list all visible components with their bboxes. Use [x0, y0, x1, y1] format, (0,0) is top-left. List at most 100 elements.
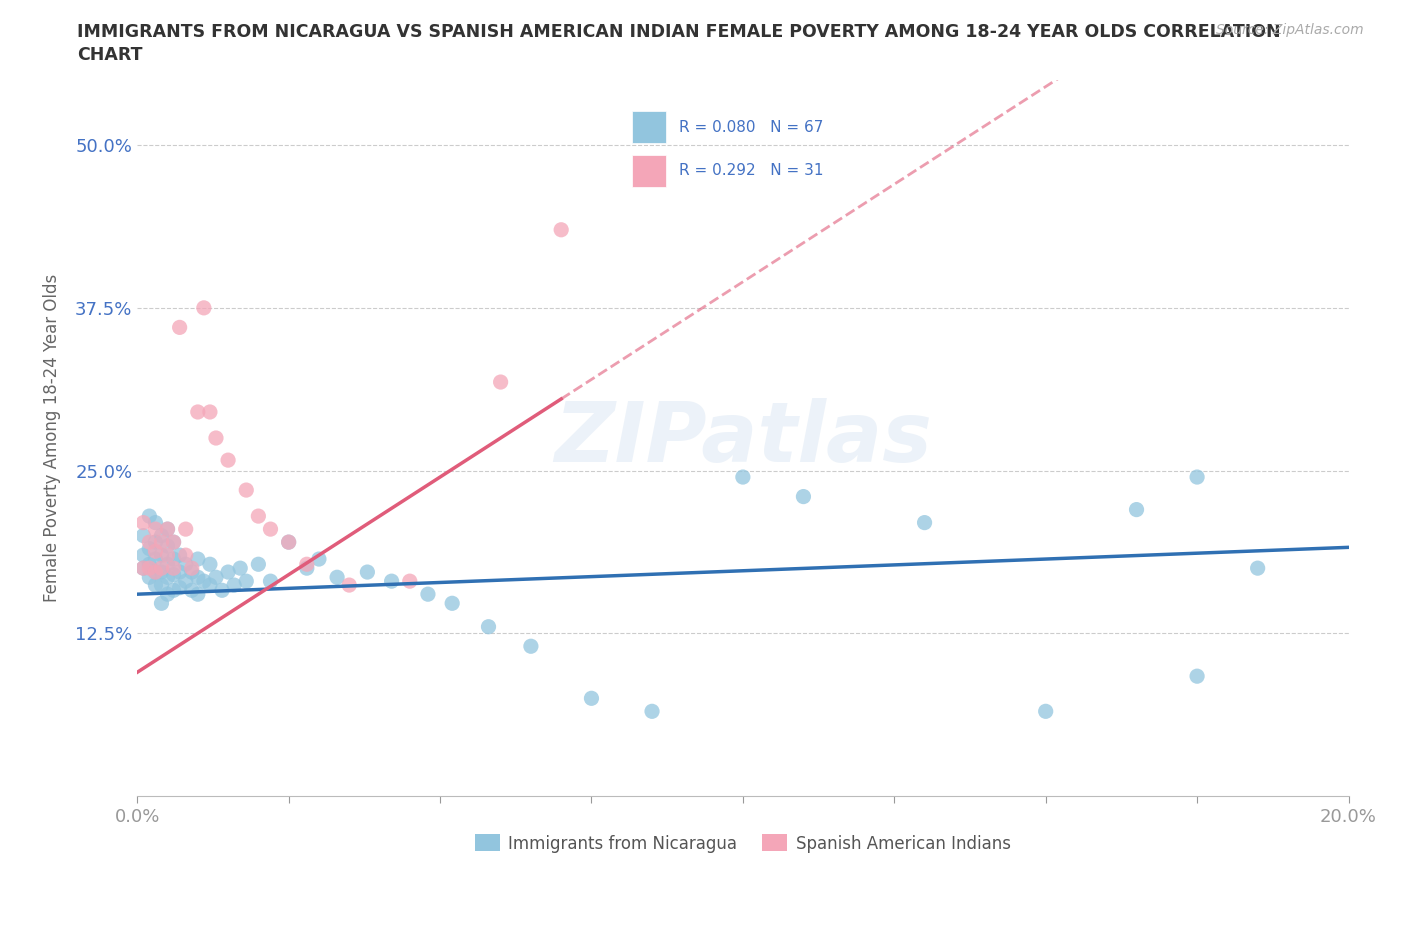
Point	[229, 561, 252, 576]
Text: IMMIGRANTS FROM NICARAGUA VS SPANISH AMERICAN INDIAN FEMALE POVERTY AMONG 18-24 : IMMIGRANTS FROM NICARAGUA VS SPANISH AME…	[77, 23, 1281, 41]
Point	[138, 557, 160, 572]
Point	[132, 561, 155, 576]
Point	[162, 535, 184, 550]
Point	[169, 580, 191, 595]
Point	[308, 551, 330, 566]
Point	[259, 574, 281, 589]
Point	[187, 405, 209, 419]
Point	[145, 565, 167, 579]
Point	[180, 565, 202, 579]
Point	[198, 578, 221, 592]
Point	[259, 522, 281, 537]
Point	[235, 483, 257, 498]
Point	[162, 567, 184, 582]
Point	[187, 551, 209, 566]
Point	[145, 565, 167, 579]
Point	[162, 551, 184, 566]
Point	[277, 535, 299, 550]
Point	[169, 548, 191, 563]
Point	[193, 574, 215, 589]
Point	[132, 528, 155, 543]
Point	[416, 587, 439, 602]
Point	[150, 565, 173, 579]
Point	[156, 522, 179, 537]
Point	[731, 470, 754, 485]
Point	[132, 515, 155, 530]
Point	[162, 583, 184, 598]
Point	[398, 574, 420, 589]
Point	[1185, 470, 1208, 485]
Point	[224, 578, 246, 592]
Point	[145, 578, 167, 592]
Point	[520, 639, 543, 654]
Point	[792, 489, 814, 504]
Point	[145, 544, 167, 559]
Point	[138, 509, 160, 524]
Point	[441, 596, 464, 611]
Text: Source: ZipAtlas.com: Source: ZipAtlas.com	[1216, 23, 1364, 37]
Point	[145, 535, 167, 550]
Point	[477, 619, 499, 634]
Point	[217, 453, 239, 468]
Point	[150, 535, 173, 550]
Point	[337, 578, 360, 592]
Point	[145, 522, 167, 537]
Y-axis label: Female Poverty Among 18-24 Year Olds: Female Poverty Among 18-24 Year Olds	[44, 274, 60, 602]
Point	[180, 583, 202, 598]
Point	[198, 557, 221, 572]
Point	[150, 548, 173, 563]
Point	[1246, 561, 1268, 576]
Point	[247, 509, 270, 524]
Point	[180, 561, 202, 576]
Point	[295, 561, 318, 576]
Point	[211, 583, 233, 598]
Point	[295, 557, 318, 572]
Point	[581, 691, 603, 706]
Point	[198, 405, 221, 419]
Point	[205, 570, 228, 585]
Point	[145, 515, 167, 530]
Point	[205, 431, 228, 445]
Point	[356, 565, 378, 579]
Point	[138, 561, 160, 576]
Point	[138, 535, 160, 550]
Point	[169, 320, 191, 335]
Point	[132, 561, 155, 576]
Point	[381, 574, 404, 589]
Point	[150, 528, 173, 543]
Point	[174, 548, 197, 563]
Point	[156, 548, 179, 563]
Point	[914, 515, 936, 530]
Point	[174, 574, 197, 589]
Point	[489, 375, 512, 390]
Point	[150, 561, 173, 576]
Text: CHART: CHART	[77, 46, 143, 64]
Point	[1185, 669, 1208, 684]
Point	[150, 578, 173, 592]
Point	[162, 561, 184, 576]
Point	[138, 541, 160, 556]
Point	[156, 570, 179, 585]
Point	[156, 587, 179, 602]
Point	[641, 704, 664, 719]
Point	[174, 522, 197, 537]
Point	[187, 587, 209, 602]
Point	[132, 548, 155, 563]
Point	[156, 538, 179, 553]
Point	[156, 557, 179, 572]
Point	[187, 570, 209, 585]
Point	[217, 565, 239, 579]
Legend: Immigrants from Nicaragua, Spanish American Indians: Immigrants from Nicaragua, Spanish Ameri…	[468, 828, 1018, 859]
Point	[247, 557, 270, 572]
Point	[326, 570, 349, 585]
Text: ZIPatlas: ZIPatlas	[554, 397, 932, 479]
Point	[550, 222, 572, 237]
Point	[174, 557, 197, 572]
Point	[169, 565, 191, 579]
Point	[156, 522, 179, 537]
Point	[277, 535, 299, 550]
Point	[1125, 502, 1147, 517]
Point	[193, 300, 215, 315]
Point	[150, 596, 173, 611]
Point	[138, 570, 160, 585]
